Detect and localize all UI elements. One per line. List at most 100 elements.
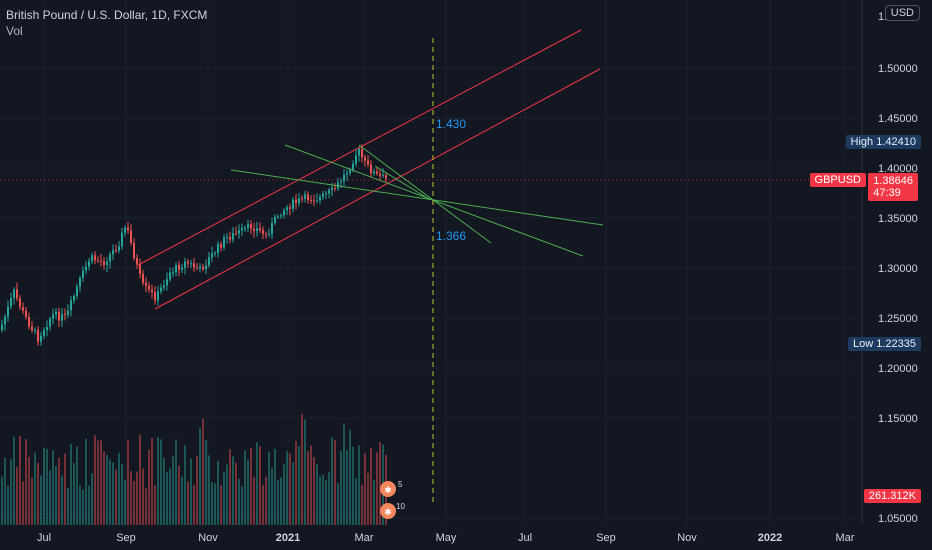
price-tick: 1.50000 xyxy=(878,63,918,75)
high-price-tag: High 1.42410 xyxy=(845,135,921,149)
volume-bar xyxy=(238,478,240,525)
volume-bar xyxy=(172,456,174,525)
price-axis[interactable]: 1. 1.50000 1.45000 1.40000 1.35000 1.30000 1.… xyxy=(878,11,918,525)
volume-bar xyxy=(73,463,75,525)
candle-body xyxy=(148,285,150,290)
event-badge-count: 10 xyxy=(396,502,405,511)
volume-bar xyxy=(277,479,279,525)
volume-bar xyxy=(31,477,33,525)
candle-body xyxy=(343,174,345,182)
volume-bar xyxy=(259,446,261,525)
candle-body xyxy=(97,260,99,262)
volume-bar xyxy=(145,488,147,525)
candle-body xyxy=(193,263,195,268)
candle-body xyxy=(208,257,210,266)
candle-body xyxy=(37,329,39,342)
volume-bar xyxy=(103,451,105,525)
currency-button[interactable]: USD xyxy=(884,5,920,21)
candle-body xyxy=(328,190,330,194)
volume-bar xyxy=(118,452,120,525)
price-tick: 1.05000 xyxy=(878,513,918,525)
candle-body xyxy=(142,273,144,283)
fan-line-3[interactable] xyxy=(358,144,492,244)
candle-body xyxy=(238,230,240,234)
candle-body xyxy=(175,264,177,273)
low-price-tag: Low 1.22335 xyxy=(848,337,921,351)
event-badge-2[interactable]: ✱ 10 xyxy=(380,502,405,519)
volume-bar xyxy=(157,436,159,525)
candle-body xyxy=(244,227,246,229)
volume-bar xyxy=(349,429,351,525)
volume-bar xyxy=(88,485,90,525)
volume-bar xyxy=(58,457,60,525)
candle-body xyxy=(121,232,123,247)
candle-body xyxy=(172,272,174,274)
volume-indicator-label[interactable]: Vol xyxy=(6,24,23,38)
volume-bar xyxy=(319,476,321,525)
volume-bar xyxy=(331,437,333,525)
volume-bar xyxy=(244,450,246,525)
candle-body xyxy=(280,215,282,217)
symbol-title[interactable]: British Pound / U.S. Dollar, 1D, FXCM xyxy=(6,8,208,22)
volume-bar xyxy=(52,450,54,525)
candle-body xyxy=(205,265,207,270)
channel-lower-line[interactable] xyxy=(154,68,601,310)
volume-bar xyxy=(289,453,291,525)
volume-bar xyxy=(361,484,363,525)
event-badge-1[interactable]: ✱ 5 xyxy=(380,480,403,497)
volume-bar xyxy=(133,481,135,525)
volume-bar xyxy=(184,445,186,525)
fan-line-4[interactable] xyxy=(374,165,430,200)
volume-bar xyxy=(301,414,303,525)
volume-bar xyxy=(4,457,6,525)
volume-bar xyxy=(208,455,210,525)
volume-bar xyxy=(343,423,345,525)
annotation-upper-target[interactable]: 1.430 xyxy=(436,117,467,131)
fan-line-1[interactable] xyxy=(230,169,604,226)
volume-bar xyxy=(1,476,3,525)
candle-body xyxy=(82,270,84,278)
candle-body xyxy=(133,242,135,259)
volume-bar xyxy=(256,442,258,525)
svg-text:✱: ✱ xyxy=(384,486,392,496)
volume-bar xyxy=(67,487,69,525)
volume-bar xyxy=(232,456,234,525)
channel-upper-line[interactable] xyxy=(137,29,582,266)
volume-bar xyxy=(373,480,375,525)
volume-bar xyxy=(94,435,96,525)
volume-bar xyxy=(127,440,129,525)
candle-body xyxy=(202,266,204,270)
volume-bar xyxy=(166,471,168,525)
candle-body xyxy=(379,173,381,176)
time-tick: Sep xyxy=(116,532,136,544)
volume-bar xyxy=(181,476,183,525)
annotation-lower-target[interactable]: 1.366 xyxy=(436,229,467,243)
candle-body xyxy=(286,207,288,211)
candle-body xyxy=(124,227,126,233)
volume-bar xyxy=(142,468,144,525)
candle-body xyxy=(154,292,156,301)
candle-body xyxy=(226,236,228,238)
volume-bar xyxy=(46,448,48,525)
volume-bar xyxy=(28,456,30,525)
candle-body xyxy=(136,258,138,265)
price-tick: 1.30000 xyxy=(878,263,918,275)
volume-bar xyxy=(220,485,222,525)
time-axis[interactable]: Jul Sep Nov 2021 Mar May Jul Sep Nov 2022 Mar xyxy=(37,532,855,544)
candle-body xyxy=(322,193,324,198)
candle-body xyxy=(106,261,108,266)
candle-body xyxy=(316,200,318,202)
candle-body xyxy=(310,200,312,202)
candle-body xyxy=(73,295,75,301)
candle-body xyxy=(55,311,57,315)
candle-body xyxy=(91,255,93,262)
candle-body xyxy=(163,285,165,288)
candle-body xyxy=(301,198,303,200)
volume-bar xyxy=(310,445,312,525)
volume-bar xyxy=(307,451,309,525)
candle-body xyxy=(49,318,51,327)
volume-bar xyxy=(346,450,348,525)
volume-bar xyxy=(193,484,195,525)
candle-body xyxy=(79,277,81,287)
